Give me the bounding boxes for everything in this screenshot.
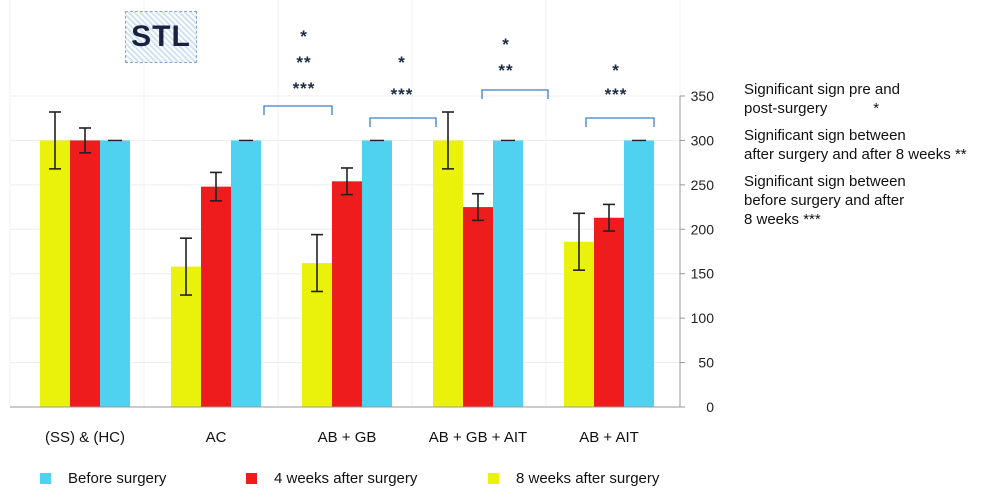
note-line: after surgery and after 8 weeks **: [744, 146, 967, 163]
significance-notes: Significant sign pre and post-surgery * …: [744, 80, 994, 237]
bar: [362, 140, 392, 407]
legend-label: 4 weeks after surgery: [274, 470, 418, 487]
bar: [201, 186, 231, 407]
significance-stars: **: [498, 61, 513, 80]
legend-item-8-weeks: 8 weeks after surgery: [488, 470, 659, 487]
note-line: post-surgery *: [744, 100, 880, 117]
bar: [40, 140, 70, 407]
category-label: AB + GB + AIT: [429, 429, 527, 446]
bar: [493, 140, 523, 407]
legend-item-4-weeks: 4 weeks after surgery: [246, 470, 417, 487]
category-label: AB + AIT: [579, 429, 639, 446]
chart-title: STL: [131, 20, 191, 53]
significance-stars: *: [300, 27, 308, 46]
legend-swatch: [246, 473, 257, 484]
legend-label: 8 weeks after surgery: [516, 470, 660, 487]
y-tick-label: 200: [691, 221, 715, 237]
y-tick-label: 350: [691, 88, 715, 104]
bar: [463, 207, 493, 407]
note-line: 8 weeks ***: [744, 211, 821, 228]
y-tick-label: 50: [698, 355, 714, 371]
y-tick-label: 300: [691, 132, 715, 148]
significance-note: Significant sign between before surgery …: [744, 172, 994, 229]
y-tick-label: 100: [691, 310, 715, 326]
category-label: (SS) & (HC): [45, 429, 125, 446]
legend-label: Before surgery: [68, 470, 167, 487]
significance-note: Significant sign between after surgery a…: [744, 126, 994, 164]
significance-note: Significant sign pre and post-surgery *: [744, 80, 994, 118]
significance-bracket: [263, 105, 333, 115]
significance-bracket: [481, 89, 549, 99]
bar: [231, 140, 261, 407]
bar: [332, 181, 362, 407]
significance-stars: ***: [293, 79, 316, 98]
y-tick-label: 250: [691, 177, 715, 193]
legend: Before surgery 4 weeks after surgery 8 w…: [40, 470, 740, 490]
chart-title-box: STL: [125, 11, 197, 63]
bar: [433, 140, 463, 407]
legend-swatch: [40, 473, 51, 484]
bar: [624, 140, 654, 407]
category-label: AC: [206, 429, 227, 446]
note-line: before surgery and after: [744, 192, 905, 209]
significance-stars: *: [502, 35, 510, 54]
note-line: Significant sign between: [744, 127, 906, 144]
y-tick-label: 0: [706, 399, 714, 415]
significance-bracket: [369, 117, 437, 127]
bar: [70, 140, 100, 407]
legend-swatch: [488, 473, 499, 484]
bar: [594, 217, 624, 407]
significance-stars: ***: [605, 85, 628, 104]
category-label: AB + GB: [318, 429, 377, 446]
significance-stars: *: [612, 61, 620, 80]
note-line: Significant sign pre and: [744, 81, 900, 98]
significance-stars: *: [398, 53, 406, 72]
significance-bracket: [585, 117, 655, 127]
legend-item-before-surgery: Before surgery: [40, 470, 166, 487]
bar: [100, 140, 130, 407]
significance-stars: **: [296, 53, 311, 72]
significance-stars: ***: [391, 85, 414, 104]
y-tick-label: 150: [691, 266, 715, 282]
note-line: Significant sign between: [744, 173, 906, 190]
